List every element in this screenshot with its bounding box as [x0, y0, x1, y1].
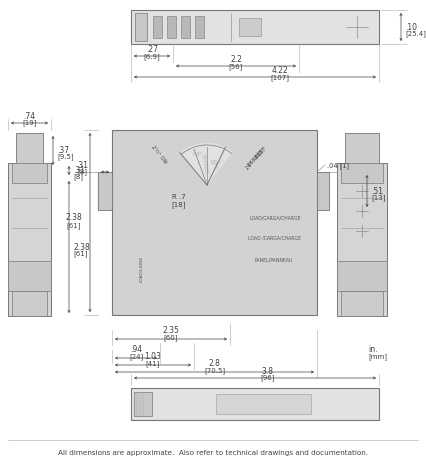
Bar	[134, 392, 152, 416]
Bar	[135, 13, 147, 41]
Circle shape	[161, 284, 173, 296]
Text: [70.5]: [70.5]	[204, 367, 225, 374]
Text: 3.8: 3.8	[262, 367, 273, 376]
Text: .74: .74	[23, 112, 35, 121]
Circle shape	[346, 16, 368, 38]
Text: 1.03: 1.03	[144, 352, 161, 361]
Circle shape	[303, 234, 311, 242]
Text: 26° RESET: 26° RESET	[245, 147, 267, 171]
Bar	[239, 18, 261, 36]
Text: .31: .31	[73, 166, 85, 175]
Text: .31: .31	[76, 161, 88, 170]
Text: [18]: [18]	[172, 202, 186, 208]
Bar	[167, 16, 176, 38]
Bar	[239, 210, 311, 226]
Bar	[98, 172, 112, 210]
Bar	[239, 230, 311, 246]
Ellipse shape	[346, 393, 368, 415]
Text: [9.5]: [9.5]	[57, 154, 74, 160]
Circle shape	[356, 205, 368, 217]
Text: .04 [1]: .04 [1]	[327, 163, 349, 170]
Text: [13]: [13]	[371, 194, 386, 201]
Bar	[195, 16, 204, 38]
Circle shape	[277, 285, 287, 295]
Text: LOAD/LIGNE: LOAD/LIGNE	[140, 255, 144, 282]
Text: All dimensions are approximate.  Also refer to technical drawings and documentat: All dimensions are approximate. Also ref…	[58, 450, 368, 456]
Bar	[131, 10, 379, 44]
Bar	[216, 394, 311, 414]
Text: OFF: OFF	[211, 160, 218, 170]
Bar	[8, 261, 51, 291]
Circle shape	[303, 214, 311, 222]
Text: [41]: [41]	[146, 360, 160, 367]
Text: 7.8°: 7.8°	[191, 153, 203, 157]
Text: LOAD /CARGA/CHARGE: LOAD /CARGA/CHARGE	[248, 235, 302, 241]
Text: [61]: [61]	[73, 250, 87, 257]
Text: [107]: [107]	[271, 74, 289, 81]
Text: .37: .37	[57, 146, 69, 155]
Text: TRIPPED: TRIPPED	[200, 152, 208, 174]
Text: [19]: [19]	[22, 119, 37, 126]
Bar	[153, 16, 162, 38]
Text: in.: in.	[368, 346, 377, 354]
Text: 4.22: 4.22	[271, 66, 288, 75]
Circle shape	[356, 185, 368, 197]
Text: .10: .10	[405, 22, 417, 31]
Bar	[112, 130, 317, 315]
Text: .94: .94	[130, 345, 142, 354]
Text: [8]: [8]	[77, 169, 87, 176]
Text: PANEL/PANNEAU: PANEL/PANNEAU	[255, 257, 293, 262]
Bar	[8, 163, 51, 316]
Text: .27: .27	[146, 45, 158, 54]
Text: [24]: [24]	[129, 353, 143, 360]
Bar	[181, 16, 190, 38]
Text: [8]: [8]	[73, 174, 83, 180]
Text: R .7: R .7	[172, 194, 186, 200]
Text: [96]: [96]	[260, 374, 275, 381]
Bar	[244, 250, 304, 270]
Bar	[337, 163, 387, 316]
Circle shape	[128, 284, 140, 296]
Text: [56]: [56]	[229, 63, 243, 70]
Bar	[345, 133, 379, 168]
Bar	[317, 172, 329, 210]
Text: 2.35: 2.35	[163, 326, 179, 335]
Circle shape	[356, 225, 368, 237]
Text: [60]: [60]	[164, 334, 178, 341]
Bar	[131, 388, 379, 420]
Bar	[16, 133, 43, 168]
Bar	[12, 291, 47, 316]
Text: 17.5°: 17.5°	[210, 161, 225, 165]
Text: 2.8: 2.8	[209, 359, 220, 368]
Text: 2.38: 2.38	[73, 242, 90, 252]
Text: .51: .51	[371, 186, 383, 196]
Text: 2.38: 2.38	[66, 213, 82, 222]
Bar	[341, 291, 383, 316]
Text: 2½° ON: 2½° ON	[150, 145, 168, 165]
Bar	[117, 222, 167, 306]
Circle shape	[297, 256, 305, 264]
Text: 26° RES¹¹: 26° RES¹¹	[247, 146, 268, 168]
Text: 2.2: 2.2	[230, 55, 242, 64]
Text: LOAD/CARGA/CHARGE: LOAD/CARGA/CHARGE	[249, 215, 301, 220]
Polygon shape	[180, 143, 233, 185]
Bar	[337, 261, 387, 291]
Text: [mm]: [mm]	[368, 354, 387, 361]
Text: [6.9]: [6.9]	[144, 53, 160, 60]
Bar	[341, 163, 383, 183]
Bar	[12, 163, 47, 183]
Text: [61]: [61]	[67, 222, 81, 229]
Text: [25.4]: [25.4]	[405, 30, 426, 37]
